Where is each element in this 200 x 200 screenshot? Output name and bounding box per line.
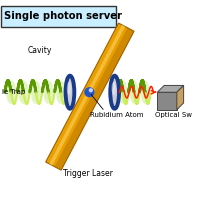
Ellipse shape <box>43 81 53 104</box>
Ellipse shape <box>45 92 51 100</box>
Ellipse shape <box>8 92 14 100</box>
Ellipse shape <box>66 76 74 109</box>
Ellipse shape <box>130 81 139 104</box>
Ellipse shape <box>142 92 148 100</box>
Text: Optical Sw: Optical Sw <box>155 112 192 118</box>
Ellipse shape <box>6 81 16 104</box>
Ellipse shape <box>111 82 116 95</box>
Polygon shape <box>49 25 125 165</box>
Ellipse shape <box>58 92 64 100</box>
Text: Cavity: Cavity <box>27 46 52 55</box>
Text: Single photon server: Single photon server <box>4 11 122 21</box>
Ellipse shape <box>131 92 137 100</box>
Circle shape <box>89 89 92 92</box>
Bar <box>157 92 177 110</box>
Polygon shape <box>157 85 184 92</box>
Polygon shape <box>177 85 184 110</box>
Text: Trigger Laser: Trigger Laser <box>63 169 113 178</box>
Circle shape <box>85 88 94 97</box>
Ellipse shape <box>141 81 150 104</box>
Polygon shape <box>55 28 134 170</box>
Ellipse shape <box>119 81 128 104</box>
Ellipse shape <box>56 81 66 104</box>
Ellipse shape <box>67 82 71 95</box>
Text: le Trap: le Trap <box>2 89 25 95</box>
Ellipse shape <box>20 92 27 100</box>
Ellipse shape <box>110 76 119 109</box>
FancyBboxPatch shape <box>1 6 116 27</box>
Text: Rubidium Atom: Rubidium Atom <box>90 112 144 118</box>
Polygon shape <box>46 23 134 170</box>
Ellipse shape <box>33 92 39 100</box>
Ellipse shape <box>31 81 41 104</box>
Ellipse shape <box>18 81 29 104</box>
Ellipse shape <box>120 92 126 100</box>
